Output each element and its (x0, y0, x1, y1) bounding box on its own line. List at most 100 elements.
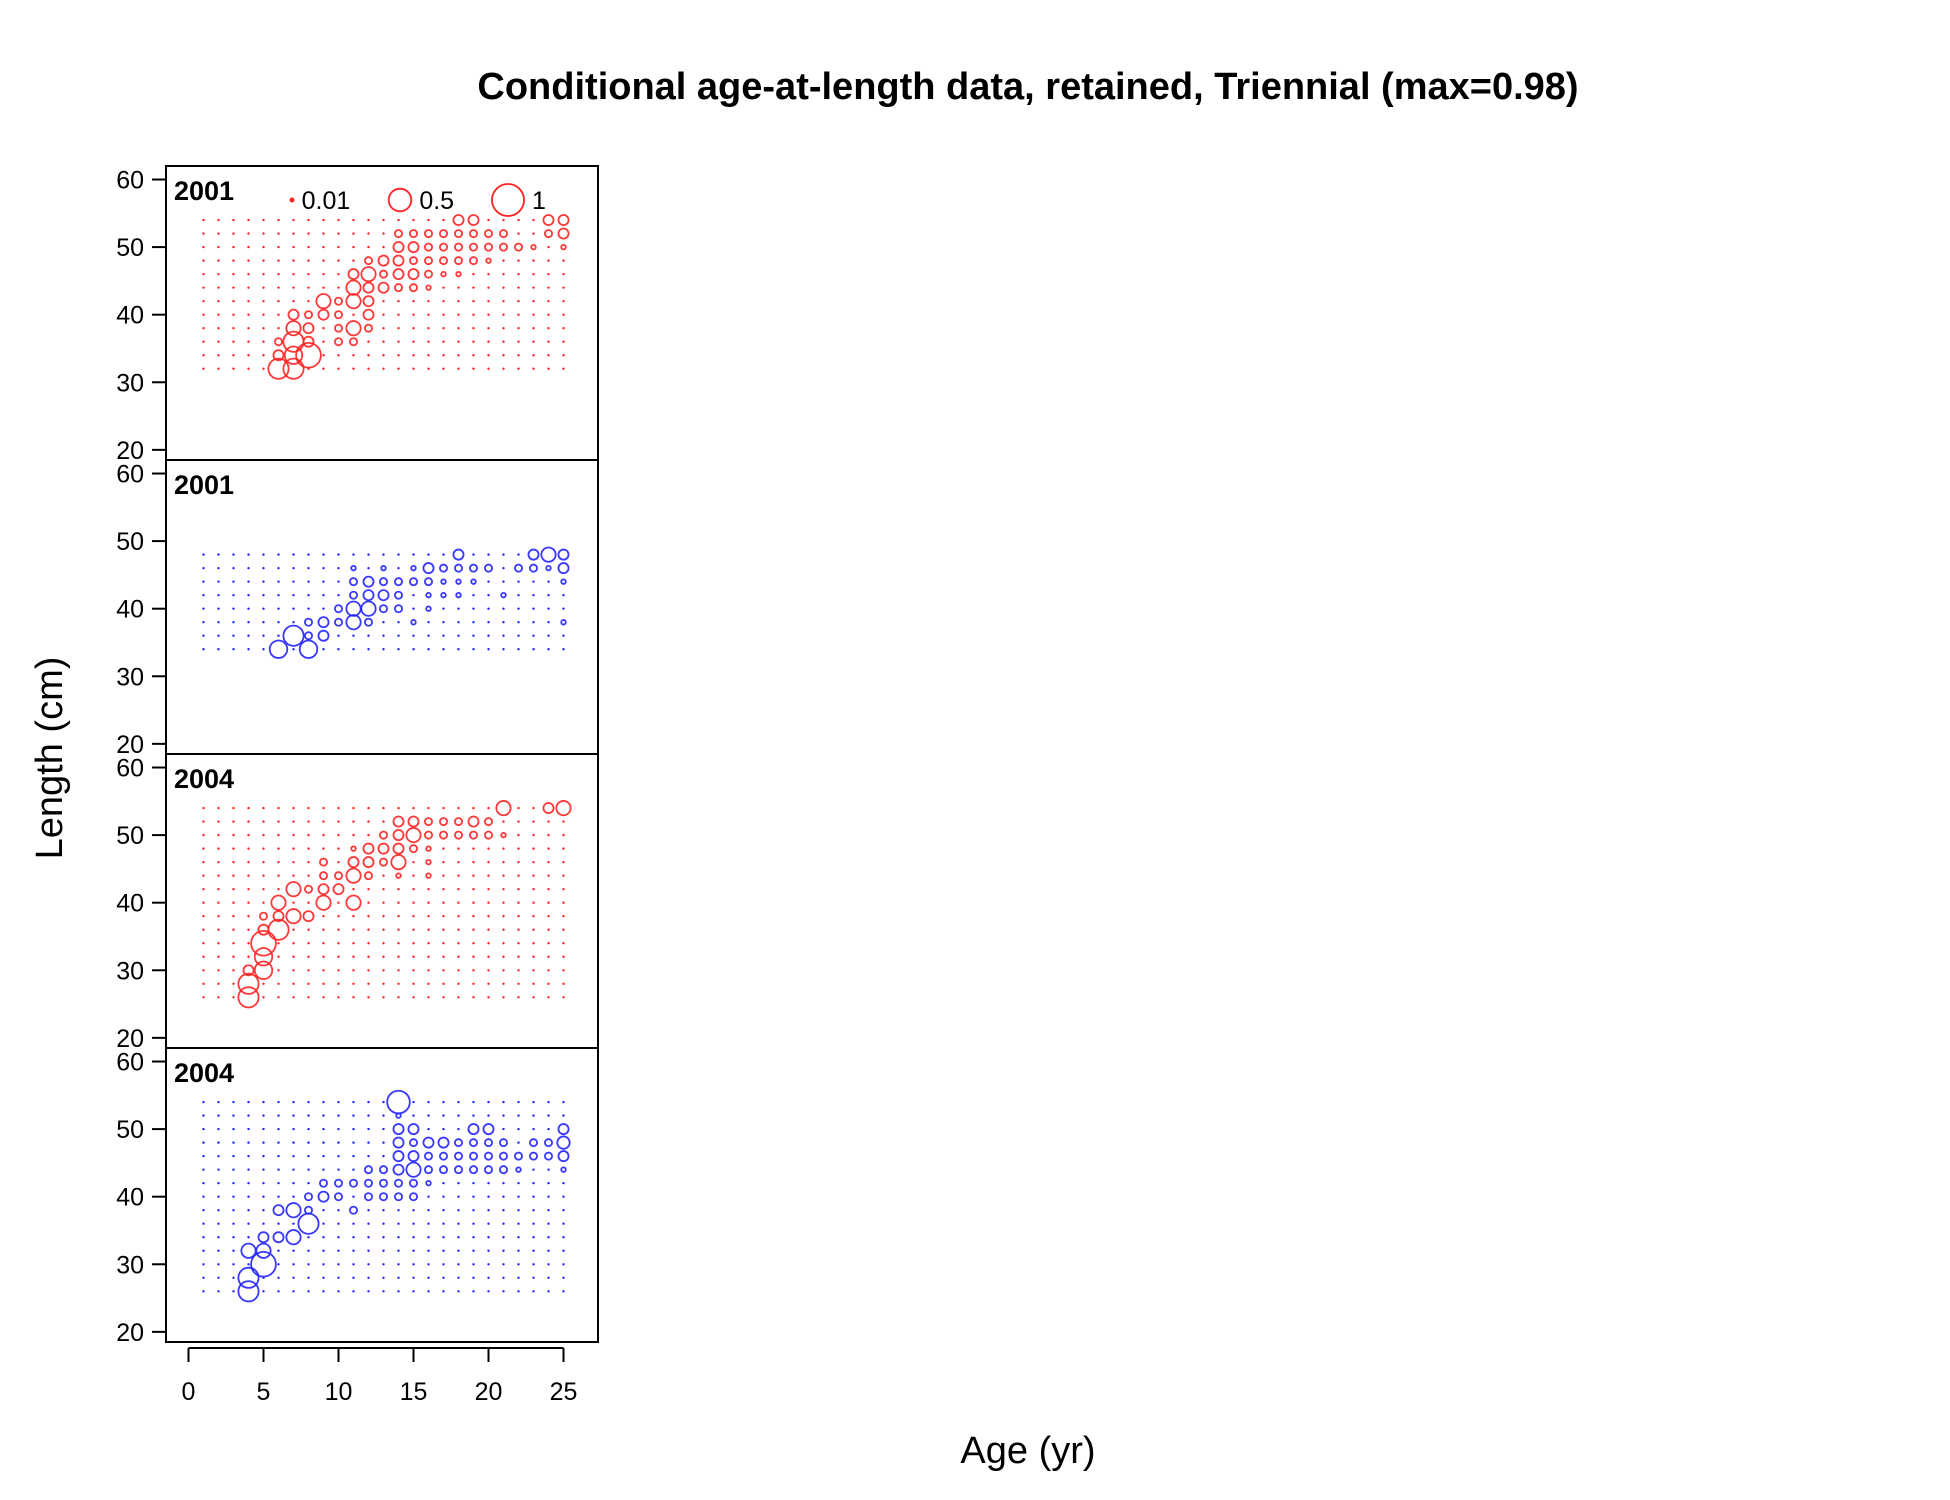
data-point (517, 955, 520, 958)
data-point (517, 259, 520, 262)
data-point (367, 982, 370, 985)
data-point (277, 806, 280, 810)
data-point (217, 648, 220, 651)
data-point (307, 580, 310, 583)
data-point (307, 1127, 310, 1131)
data-point (352, 1276, 355, 1279)
data-point (457, 286, 460, 289)
data-point (532, 607, 535, 610)
data-point (472, 901, 475, 904)
data-point (517, 1141, 520, 1144)
data-point (247, 272, 250, 276)
data-point (382, 1236, 385, 1239)
data-point (562, 820, 565, 823)
data-point (283, 345, 304, 365)
data-point (547, 1249, 550, 1252)
data-point (322, 340, 325, 343)
data-point (472, 299, 475, 303)
data-point (277, 566, 280, 570)
data-point (397, 299, 400, 303)
data-point (262, 833, 265, 837)
data-point (349, 1178, 358, 1188)
data-point (442, 1114, 445, 1117)
data-point (542, 214, 555, 227)
data-point (469, 1165, 478, 1175)
data-point (457, 607, 460, 610)
data-point (352, 245, 355, 249)
data-point (529, 563, 538, 573)
data-point (202, 648, 205, 651)
data-point (412, 915, 415, 918)
data-point (379, 1165, 388, 1175)
data-point (277, 232, 280, 235)
data-point (337, 806, 340, 810)
data-point (424, 242, 433, 252)
data-point (382, 232, 385, 235)
data-point (277, 820, 280, 823)
data-point (532, 1276, 535, 1279)
data-point (427, 887, 430, 891)
data-point (502, 1276, 505, 1279)
data-point (315, 293, 332, 310)
data-point (532, 286, 535, 289)
data-point (457, 1209, 460, 1212)
data-point (247, 259, 250, 262)
data-point (502, 1127, 505, 1131)
data-point (517, 969, 520, 972)
data-point (562, 1209, 565, 1212)
data-point (562, 847, 565, 850)
data-point (502, 286, 505, 289)
data-point (217, 833, 220, 837)
data-point (307, 1114, 310, 1117)
data-point (262, 354, 265, 357)
data-point (380, 564, 387, 572)
data-point (547, 593, 550, 597)
y-tick-label: 30 (116, 957, 144, 985)
data-point (514, 563, 523, 573)
data-point (367, 553, 370, 556)
data-point (202, 245, 205, 249)
data-point (442, 996, 445, 999)
data-point (517, 1114, 520, 1117)
data-point (382, 874, 385, 877)
data-point (562, 1236, 565, 1239)
data-point (562, 969, 565, 972)
data-point (367, 1154, 370, 1158)
data-point (202, 928, 205, 931)
data-point (517, 820, 520, 823)
data-point (482, 1123, 495, 1136)
data-point (442, 1222, 445, 1225)
data-point (487, 887, 490, 891)
data-point (334, 604, 343, 614)
data-point (457, 299, 460, 303)
data-point (532, 299, 535, 303)
data-point (547, 313, 550, 316)
data-point (557, 548, 570, 561)
data-point (562, 942, 565, 945)
data-point (397, 1290, 400, 1293)
data-point (487, 1222, 490, 1225)
data-point (532, 259, 535, 262)
data-point (502, 367, 505, 370)
data-point (292, 901, 295, 904)
data-point (262, 607, 265, 610)
data-point (322, 833, 325, 837)
data-point (517, 996, 520, 999)
data-point (277, 1222, 280, 1225)
data-point (517, 847, 520, 850)
data-point (367, 1222, 370, 1225)
data-point (307, 1236, 310, 1239)
data-point (442, 313, 445, 316)
data-point (352, 942, 355, 945)
data-point (397, 648, 400, 651)
data-point (502, 580, 505, 583)
data-point (397, 553, 400, 556)
data-point (562, 634, 565, 637)
data-point (442, 621, 445, 624)
data-point (349, 1205, 358, 1215)
data-point (202, 915, 205, 918)
data-point (532, 887, 535, 891)
data-point (517, 1263, 520, 1266)
data-point (517, 621, 520, 624)
data-point (349, 337, 358, 347)
